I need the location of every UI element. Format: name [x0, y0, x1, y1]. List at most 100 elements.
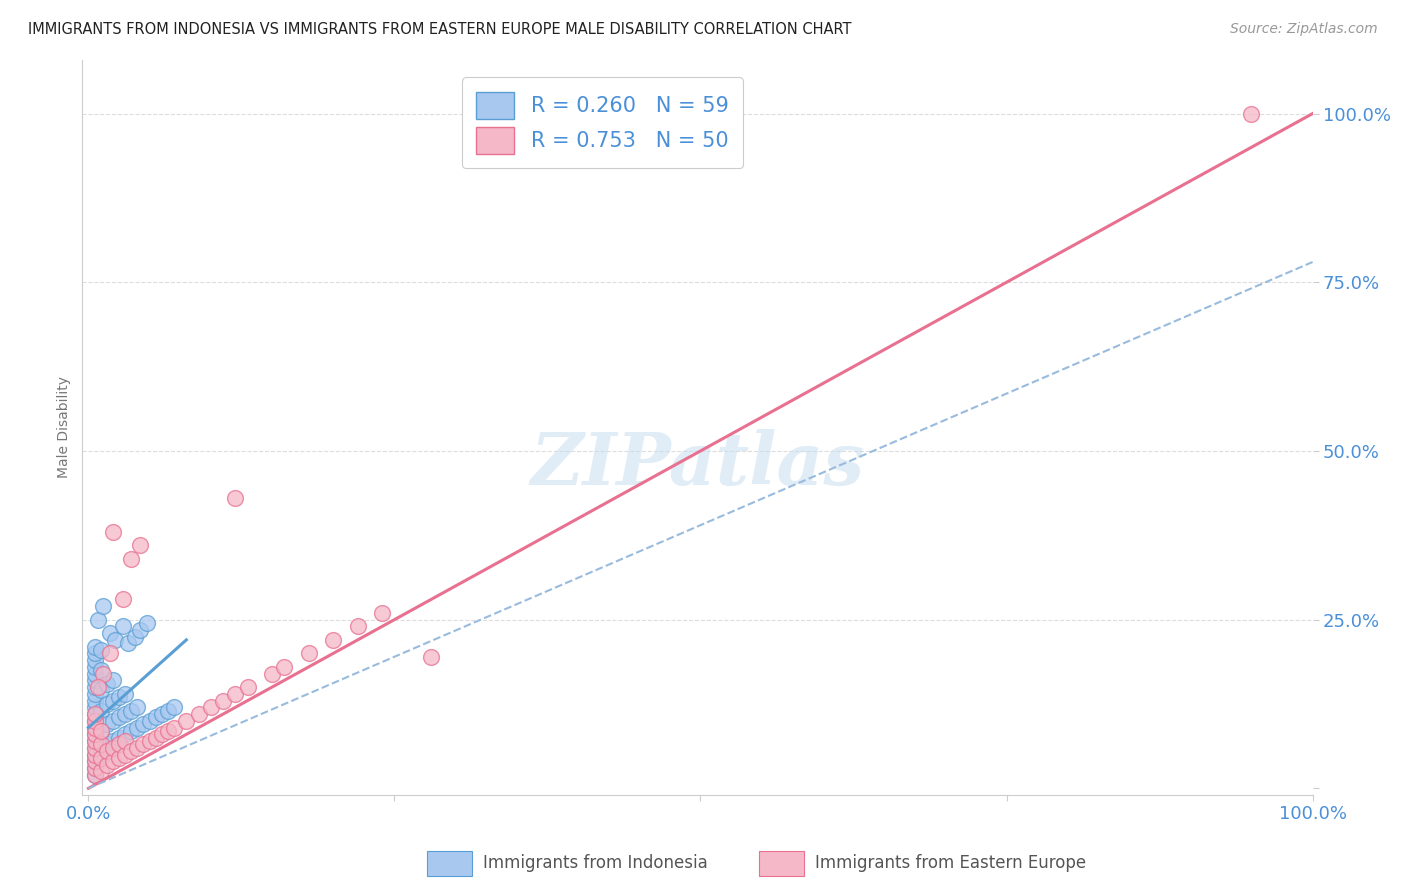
- Point: [187, 707, 209, 722]
- Point: [101, 673, 124, 688]
- Point: [260, 666, 283, 681]
- Point: [101, 755, 124, 769]
- Point: [83, 640, 105, 654]
- Text: Immigrants from Eastern Europe: Immigrants from Eastern Europe: [815, 855, 1087, 872]
- Point: [83, 666, 105, 681]
- Text: ZIPatlas: ZIPatlas: [530, 428, 865, 500]
- Point: [83, 727, 105, 741]
- Point: [83, 700, 105, 714]
- Point: [83, 761, 105, 775]
- Point: [90, 704, 112, 718]
- Point: [224, 491, 246, 505]
- Point: [83, 727, 105, 741]
- Point: [114, 727, 136, 741]
- Point: [83, 761, 105, 775]
- Point: [128, 538, 150, 552]
- Point: [83, 646, 105, 660]
- Point: [101, 740, 124, 755]
- Point: [224, 687, 246, 701]
- Point: [104, 632, 127, 647]
- Point: [138, 714, 160, 728]
- Point: [120, 704, 142, 718]
- Point: [114, 747, 136, 762]
- Point: [83, 693, 105, 707]
- Point: [83, 740, 105, 755]
- Point: [91, 666, 114, 681]
- Point: [83, 747, 105, 762]
- Point: [83, 687, 105, 701]
- Point: [83, 714, 105, 728]
- Point: [96, 744, 118, 758]
- Point: [83, 734, 105, 748]
- Point: [83, 721, 105, 735]
- Point: [273, 660, 295, 674]
- Point: [90, 738, 112, 752]
- Point: [83, 680, 105, 694]
- Point: [117, 636, 139, 650]
- Point: [145, 710, 167, 724]
- Point: [298, 646, 321, 660]
- Point: [1240, 106, 1263, 120]
- Point: [108, 731, 131, 745]
- Point: [101, 714, 124, 728]
- Point: [108, 738, 131, 752]
- Point: [83, 747, 105, 762]
- Point: [90, 744, 112, 758]
- Text: Immigrants from Indonesia: Immigrants from Indonesia: [484, 855, 707, 872]
- Point: [163, 700, 186, 714]
- Point: [83, 740, 105, 755]
- Point: [83, 707, 105, 722]
- Point: [212, 693, 235, 707]
- Point: [114, 687, 136, 701]
- Point: [156, 723, 179, 738]
- Text: IMMIGRANTS FROM INDONESIA VS IMMIGRANTS FROM EASTERN EUROPE MALE DISABILITY CORR: IMMIGRANTS FROM INDONESIA VS IMMIGRANTS …: [28, 22, 852, 37]
- Point: [127, 721, 149, 735]
- Point: [96, 738, 118, 752]
- Point: [100, 626, 122, 640]
- Point: [101, 734, 124, 748]
- Point: [132, 717, 155, 731]
- Point: [322, 632, 344, 647]
- Point: [163, 721, 186, 735]
- Point: [371, 606, 394, 620]
- Point: [150, 707, 173, 722]
- Point: [101, 693, 124, 707]
- Point: [100, 646, 122, 660]
- Point: [87, 613, 110, 627]
- Point: [120, 744, 142, 758]
- Point: [127, 740, 149, 755]
- Point: [120, 723, 142, 738]
- Point: [90, 751, 112, 765]
- Point: [127, 700, 149, 714]
- Point: [90, 723, 112, 738]
- Point: [83, 721, 105, 735]
- Point: [90, 663, 112, 677]
- Point: [150, 727, 173, 741]
- Point: [83, 673, 105, 688]
- Point: [96, 677, 118, 691]
- Point: [108, 751, 131, 765]
- Point: [236, 680, 259, 694]
- Point: [120, 552, 142, 566]
- Point: [124, 630, 146, 644]
- Point: [111, 592, 134, 607]
- Text: Source: ZipAtlas.com: Source: ZipAtlas.com: [1230, 22, 1378, 37]
- Point: [114, 707, 136, 722]
- Legend: R = 0.260   N = 59, R = 0.753   N = 50: R = 0.260 N = 59, R = 0.753 N = 50: [461, 78, 742, 169]
- Point: [83, 755, 105, 769]
- Point: [90, 643, 112, 657]
- Point: [83, 734, 105, 748]
- Point: [200, 700, 222, 714]
- Point: [108, 690, 131, 705]
- Point: [87, 680, 110, 694]
- Point: [90, 683, 112, 698]
- Point: [114, 734, 136, 748]
- Point: [346, 619, 368, 633]
- Y-axis label: Male Disability: Male Disability: [58, 376, 72, 478]
- Point: [101, 524, 124, 539]
- Point: [83, 707, 105, 722]
- Point: [156, 704, 179, 718]
- Point: [96, 757, 118, 772]
- Point: [128, 623, 150, 637]
- Point: [83, 768, 105, 782]
